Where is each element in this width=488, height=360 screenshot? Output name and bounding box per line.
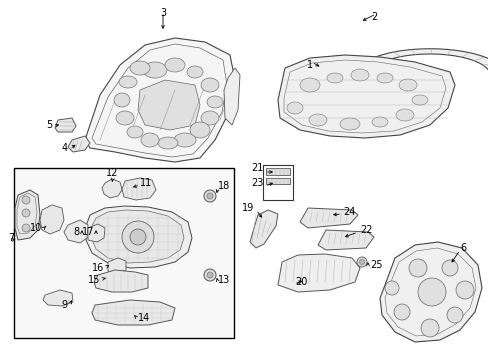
Circle shape	[455, 281, 473, 299]
Text: 12: 12	[105, 168, 118, 178]
Ellipse shape	[158, 137, 178, 149]
Circle shape	[446, 307, 462, 323]
Polygon shape	[68, 136, 90, 152]
Text: 20: 20	[294, 277, 307, 287]
Text: 25: 25	[369, 260, 382, 270]
Polygon shape	[102, 179, 122, 198]
Polygon shape	[249, 210, 278, 248]
Circle shape	[122, 221, 154, 253]
Ellipse shape	[206, 96, 223, 108]
Polygon shape	[92, 300, 175, 325]
Circle shape	[384, 281, 398, 295]
Polygon shape	[55, 118, 76, 132]
Text: 1: 1	[306, 60, 312, 70]
Circle shape	[356, 257, 366, 267]
Text: 17: 17	[81, 227, 94, 237]
Ellipse shape	[395, 109, 413, 121]
Text: 4: 4	[62, 143, 68, 153]
Circle shape	[22, 209, 30, 217]
Bar	[14, 168, 234, 338]
Polygon shape	[86, 206, 192, 268]
Ellipse shape	[350, 69, 368, 81]
Polygon shape	[278, 55, 454, 138]
Ellipse shape	[339, 118, 359, 130]
Text: 18: 18	[218, 181, 230, 191]
Polygon shape	[40, 205, 64, 234]
Circle shape	[206, 272, 213, 278]
Polygon shape	[265, 178, 289, 184]
Polygon shape	[64, 220, 88, 243]
Circle shape	[203, 190, 216, 202]
Polygon shape	[317, 230, 373, 250]
Ellipse shape	[116, 111, 134, 125]
Circle shape	[417, 278, 445, 306]
Text: 15: 15	[87, 275, 100, 285]
Polygon shape	[278, 254, 359, 292]
Text: 8: 8	[74, 227, 80, 237]
Ellipse shape	[127, 126, 142, 138]
Ellipse shape	[201, 78, 219, 92]
Text: 11: 11	[140, 178, 152, 188]
Ellipse shape	[190, 122, 209, 138]
Circle shape	[441, 260, 457, 276]
Text: 19: 19	[241, 203, 253, 213]
Circle shape	[203, 269, 216, 281]
Circle shape	[393, 304, 409, 320]
Polygon shape	[122, 178, 156, 200]
Text: 23: 23	[251, 178, 264, 188]
Ellipse shape	[201, 111, 219, 125]
Text: 5: 5	[46, 120, 52, 130]
Ellipse shape	[299, 78, 319, 92]
Circle shape	[359, 260, 364, 265]
Polygon shape	[265, 168, 289, 175]
Circle shape	[22, 196, 30, 204]
Polygon shape	[15, 190, 40, 240]
Text: 22: 22	[359, 225, 372, 235]
Ellipse shape	[411, 95, 427, 105]
Text: 13: 13	[218, 275, 230, 285]
Ellipse shape	[174, 133, 196, 147]
Ellipse shape	[164, 58, 184, 72]
Ellipse shape	[371, 117, 387, 127]
Ellipse shape	[114, 93, 130, 107]
Text: 7: 7	[8, 233, 14, 243]
Circle shape	[206, 193, 213, 199]
Ellipse shape	[376, 73, 392, 83]
Ellipse shape	[286, 102, 303, 114]
Ellipse shape	[141, 133, 159, 147]
Ellipse shape	[326, 73, 342, 83]
Polygon shape	[85, 38, 235, 162]
Text: 10: 10	[30, 223, 42, 233]
Text: 21: 21	[251, 163, 264, 173]
Circle shape	[420, 319, 438, 337]
Polygon shape	[43, 290, 73, 306]
Polygon shape	[88, 224, 105, 242]
Polygon shape	[379, 242, 481, 342]
Ellipse shape	[130, 61, 150, 75]
Polygon shape	[224, 68, 240, 125]
Text: 16: 16	[92, 263, 104, 273]
Text: 3: 3	[160, 8, 166, 18]
Text: 24: 24	[342, 207, 355, 217]
Text: 14: 14	[138, 313, 150, 323]
Polygon shape	[138, 80, 200, 130]
Polygon shape	[357, 49, 488, 69]
Polygon shape	[94, 270, 148, 292]
Text: 9: 9	[62, 300, 68, 310]
Bar	[263, 165, 292, 200]
Ellipse shape	[142, 62, 167, 78]
Polygon shape	[108, 258, 126, 274]
Circle shape	[22, 224, 30, 232]
Polygon shape	[91, 210, 183, 263]
Ellipse shape	[398, 79, 416, 91]
Circle shape	[130, 229, 146, 245]
Ellipse shape	[308, 114, 326, 126]
Text: 6: 6	[459, 243, 465, 253]
Circle shape	[408, 259, 426, 277]
Polygon shape	[299, 208, 357, 228]
Ellipse shape	[186, 66, 203, 78]
Text: 2: 2	[370, 12, 376, 22]
Ellipse shape	[119, 76, 137, 88]
